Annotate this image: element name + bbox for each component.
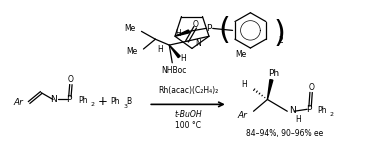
Text: Me: Me [126,47,138,56]
Text: 100 °C: 100 °C [175,122,201,130]
Text: (: ( [218,16,231,45]
Text: Ph: Ph [78,96,87,105]
Text: P: P [66,95,71,104]
Text: N: N [51,95,57,104]
Text: P: P [206,24,211,33]
Text: N: N [195,39,201,48]
Text: 2: 2 [330,112,334,117]
Text: H: H [241,80,246,89]
Text: +: + [98,95,108,108]
Text: H: H [295,115,301,124]
Text: O: O [68,75,74,84]
Polygon shape [175,30,189,36]
Text: ): ) [273,19,285,48]
Text: O: O [308,83,314,92]
Text: P: P [307,105,312,114]
Text: N: N [289,106,296,115]
Text: Me: Me [235,50,246,59]
Text: Ph: Ph [268,69,279,78]
Text: Ar: Ar [13,98,23,107]
Text: 2: 2 [279,36,284,45]
Polygon shape [267,80,273,99]
Text: NHBoc: NHBoc [161,66,187,75]
Text: Ar: Ar [238,111,248,120]
Text: t-BuOH: t-BuOH [174,110,202,119]
Text: Rh(acac)(C₂H₄)₂: Rh(acac)(C₂H₄)₂ [158,86,218,95]
Text: O: O [192,20,198,29]
Text: Ph: Ph [111,97,120,106]
Text: 2: 2 [91,102,95,107]
Text: B: B [127,97,132,106]
Polygon shape [169,45,180,58]
Text: H: H [180,54,186,63]
Text: 3: 3 [124,104,127,109]
Text: Me: Me [124,24,136,33]
Text: H: H [157,45,163,54]
Text: Ph: Ph [317,106,327,115]
Text: H: H [175,29,181,38]
Text: 84–94%, 90–96% ee: 84–94%, 90–96% ee [246,129,323,138]
